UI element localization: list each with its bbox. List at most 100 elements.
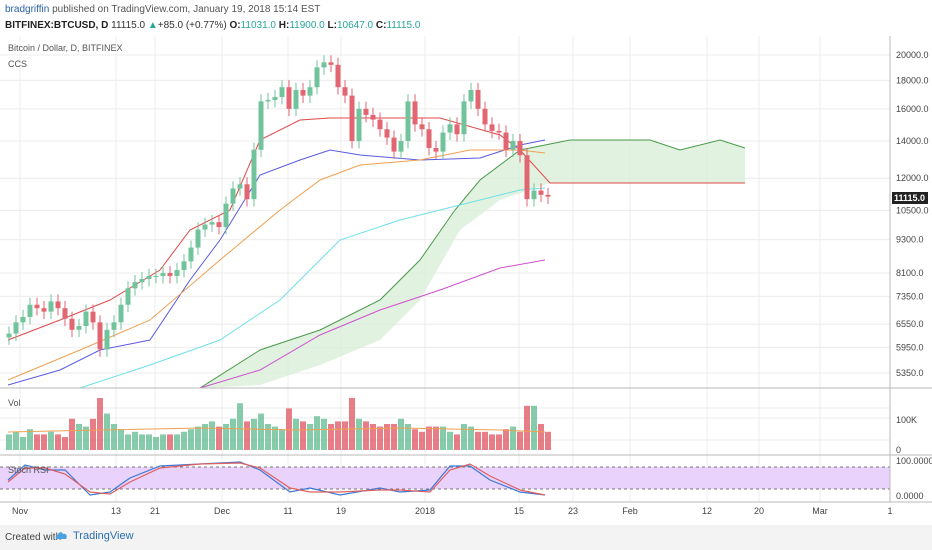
last-price-badge-text: 11115.0 (894, 193, 925, 203)
volume-tick-0: 0 (896, 445, 901, 455)
cloud-area (200, 140, 745, 388)
volume-bar (517, 431, 523, 450)
candle-body (216, 222, 222, 228)
price-change: +85.0 (+0.77%) (157, 20, 227, 31)
candle-body (230, 188, 236, 204)
volume-bar (475, 431, 481, 450)
stoch-rsi-band-fill (0, 467, 890, 489)
candle-body (440, 132, 446, 152)
volume-bar (349, 398, 355, 450)
candle-body (461, 101, 467, 135)
time-tick-label: 15 (514, 506, 524, 516)
time-tick-label: 2018 (415, 506, 435, 516)
volume-bar (531, 405, 537, 450)
candle-body (34, 304, 40, 309)
tradingview-brand: TradingView (73, 530, 134, 542)
overlay-label: CCS (8, 59, 27, 69)
candle-body (538, 190, 544, 195)
volume-bar (426, 426, 432, 450)
volume-bar (370, 424, 376, 450)
volume-bar (104, 413, 110, 450)
candle-body (41, 308, 47, 312)
candle-body (202, 224, 208, 230)
volume-bar (69, 418, 75, 450)
volume-bar (503, 429, 509, 450)
candle-body (83, 311, 89, 327)
time-tick-label: 20 (754, 506, 764, 516)
volume-bar (419, 431, 425, 450)
candle-body (62, 308, 68, 319)
candle-body (265, 99, 271, 102)
candle-body (524, 155, 530, 200)
tradingview-logo[interactable]: TradingView (54, 529, 134, 543)
volume-bar (482, 431, 488, 450)
candle-body (279, 87, 285, 98)
publish-line: bradgriffin published on TradingView.com… (5, 4, 320, 15)
time-tick-label: 1 (887, 506, 892, 516)
volume-bar (405, 424, 411, 450)
volume-bar (202, 424, 208, 450)
volume-bar (265, 424, 271, 450)
candle-body (174, 270, 180, 276)
price-tick-label: 18000.0 (896, 75, 929, 85)
publish-info: published on TradingView.com, January 19… (52, 4, 321, 15)
price-tick-label: 7350.0 (896, 291, 924, 301)
low-label: L: (327, 20, 337, 31)
candle-body (286, 87, 292, 109)
candle-body (321, 62, 327, 68)
candle-body (48, 301, 54, 312)
volume-bar (398, 418, 404, 450)
volume-bar (34, 434, 40, 450)
created-with-text: Created with (5, 532, 62, 543)
time-tick-label: 11 (283, 506, 292, 516)
candlesticks (6, 55, 551, 357)
volume-bar (118, 429, 124, 450)
candle-body (97, 322, 103, 350)
candle-body (489, 124, 495, 131)
candle-body (181, 261, 187, 271)
time-tick-label: Dec (214, 506, 231, 516)
volume-bar (195, 426, 201, 450)
up-arrow-icon: ▲ (147, 20, 158, 31)
footer: Created with TradingView (0, 525, 932, 550)
candle-body (251, 149, 257, 200)
volume-bar (538, 424, 544, 450)
volume-bar (545, 431, 551, 450)
candle-body (531, 190, 537, 200)
volume-bar (489, 434, 495, 450)
candle-body (314, 67, 320, 88)
last-price-badge (892, 192, 928, 204)
candle-body (335, 64, 341, 88)
price-tick-label: 6550.0 (896, 319, 924, 329)
author-link[interactable]: bradgriffin (5, 4, 50, 15)
candle-body (433, 148, 439, 152)
candle-body (517, 141, 523, 156)
volume-bar (55, 434, 61, 450)
ema-cyan-line (79, 187, 546, 389)
candle-body (237, 184, 243, 189)
volume-bar (62, 437, 68, 450)
price-tick-label: 9300.0 (896, 235, 924, 245)
price-tick-label: 20000.0 (896, 50, 929, 60)
price-axis-labels: 5350.0 5950.0 6550.0 7350.0 8100.0 9300.0 1050… (896, 50, 929, 378)
time-axis-labels: Nov 13 21 Dec 11 19 2018 15 23 Feb 12 20 Mar 1 (12, 506, 893, 516)
volume-bar (153, 437, 159, 450)
close-label: C: (375, 20, 387, 31)
volume-bar (167, 434, 173, 450)
low-value: 10647.0 (336, 20, 374, 31)
chart-header: bradgriffin published on TradingView.com… (0, 0, 932, 36)
indicator-lines (7, 117, 745, 389)
volume-bar (328, 424, 334, 450)
volume-bar (307, 424, 313, 450)
stoch-d-line (7, 462, 546, 496)
candle-body (349, 95, 355, 142)
volume-bar (377, 426, 383, 450)
axes (0, 36, 932, 503)
candle-body (384, 129, 390, 138)
volume-bar (447, 431, 453, 450)
price-chart[interactable]: 5350.0 5950.0 6550.0 7350.0 8100.0 9300.0 1050… (0, 36, 932, 525)
candle-body (412, 101, 418, 125)
price-tick-label: 8100.0 (896, 268, 924, 278)
candle-body (293, 89, 299, 109)
candle-body (426, 129, 432, 149)
